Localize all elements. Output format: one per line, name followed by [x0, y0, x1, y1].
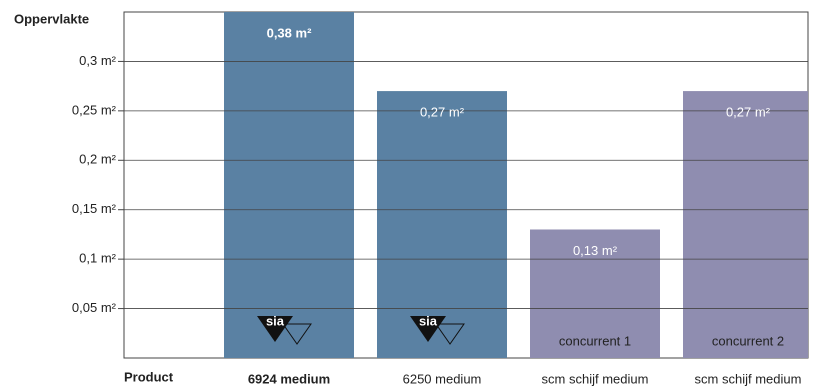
y-tick-label: 0,1 m²: [79, 251, 117, 266]
logo-triangle: [410, 316, 446, 342]
logo-triangle-outline: [282, 323, 312, 345]
y-tick-label: 0,3 m²: [79, 53, 117, 68]
x-tick-label: scm schijf medium: [542, 371, 649, 386]
y-tick-label: 0,15 m²: [72, 201, 117, 216]
value-label: 0,27 m²: [420, 105, 465, 120]
value-label: 0,38 m²: [267, 25, 312, 40]
bar: [224, 12, 354, 358]
bar: [377, 91, 507, 358]
y-axis-label: Oppervlakte: [14, 11, 89, 26]
bar-inner-label: concurrent 2: [712, 333, 784, 348]
y-tick-label: 0,2 m²: [79, 152, 117, 167]
logo-triangle: [257, 316, 293, 342]
logo-text: sia: [419, 313, 438, 328]
x-tick-label: 6924 medium: [248, 371, 330, 386]
value-label: 0,27 m²: [726, 105, 771, 120]
x-tick-label: 6250 medium: [403, 371, 482, 386]
value-label: 0,13 m²: [573, 243, 618, 258]
y-tick-label: 0,05 m²: [72, 300, 117, 315]
bar: [530, 229, 660, 358]
bars: [224, 12, 808, 358]
logo-text: sia: [266, 313, 285, 328]
bar-inner-label: concurrent 1: [559, 333, 631, 348]
y-tick-label: 0,25 m²: [72, 102, 117, 117]
x-tick-label: scm schijf medium: [695, 371, 802, 386]
bar: [683, 91, 808, 358]
x-axis-label: Product: [124, 369, 174, 384]
logo-triangle-outline: [435, 323, 465, 345]
